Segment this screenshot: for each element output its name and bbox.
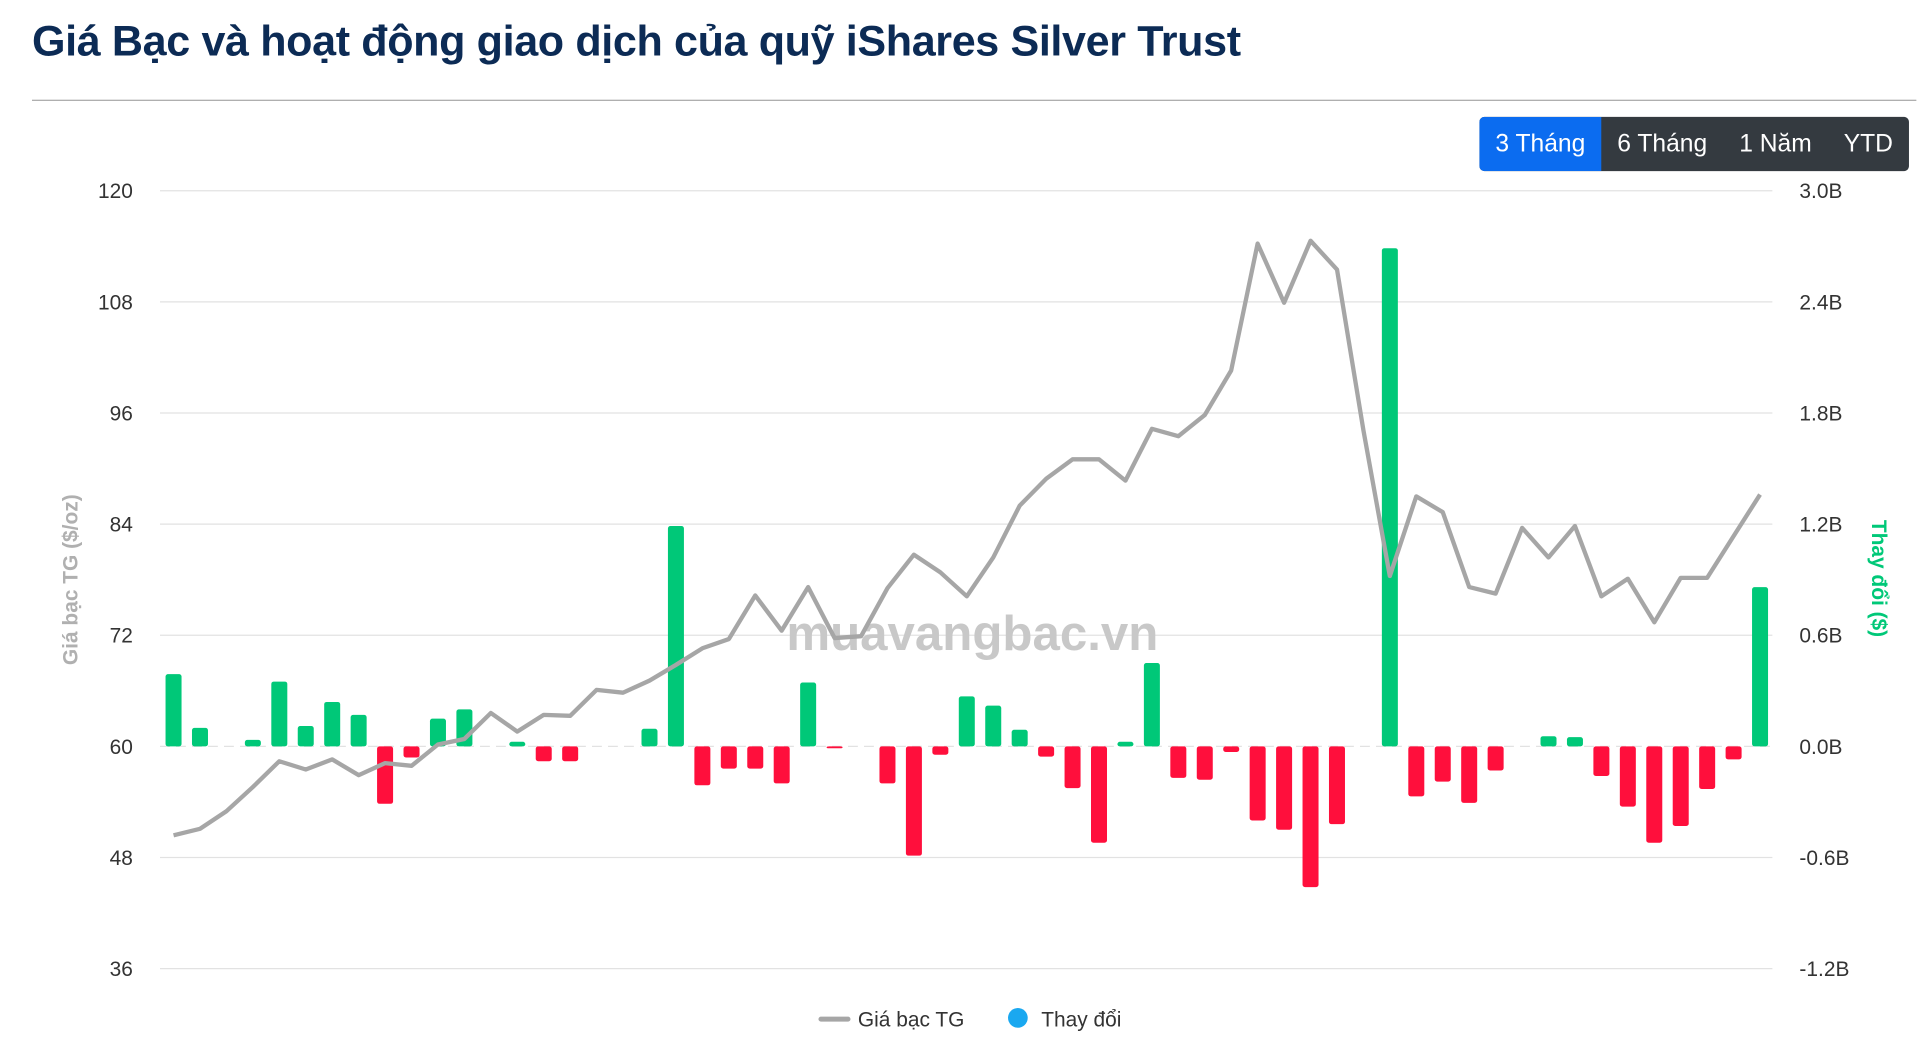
range-6-months-button[interactable]: 6 Tháng xyxy=(1617,130,1708,158)
right-tick-label: 2.4B xyxy=(1799,291,1842,314)
change-bar[interactable] xyxy=(1646,746,1663,843)
right-tick-label: -0.6B xyxy=(1799,847,1849,870)
right-tick-label: 1.2B xyxy=(1799,514,1842,537)
change-bar[interactable] xyxy=(297,726,314,747)
change-bar[interactable] xyxy=(1249,746,1266,821)
legend-label-change: Thay đổi xyxy=(1041,1008,1121,1031)
right-tick-label: 3.0B xyxy=(1799,180,1842,203)
change-bar[interactable] xyxy=(1091,746,1108,843)
change-bar[interactable] xyxy=(1223,746,1240,752)
change-bar[interactable] xyxy=(165,674,182,747)
change-bar[interactable] xyxy=(324,701,341,747)
change-bar[interactable] xyxy=(1434,746,1451,782)
change-bar[interactable] xyxy=(1196,746,1213,780)
change-bar[interactable] xyxy=(1381,248,1398,747)
change-bar[interactable] xyxy=(641,728,658,747)
change-bar[interactable] xyxy=(1276,746,1293,830)
change-bar[interactable] xyxy=(1011,729,1028,747)
change-bar[interactable] xyxy=(509,741,526,747)
left-tick-label: 72 xyxy=(110,625,133,648)
right-tick-label: 1.8B xyxy=(1799,402,1842,425)
change-bar[interactable] xyxy=(694,746,711,786)
change-bar[interactable] xyxy=(1038,746,1055,757)
change-bar[interactable] xyxy=(1487,746,1504,771)
change-bar[interactable] xyxy=(1064,746,1081,789)
left-axis-title: Giá bạc TG ($/oz) xyxy=(60,494,83,665)
change-bar[interactable] xyxy=(1593,746,1610,777)
divider xyxy=(32,99,1917,101)
price-line[interactable] xyxy=(173,238,1762,838)
change-bar[interactable] xyxy=(377,746,394,804)
left-tick-label: 60 xyxy=(110,736,133,759)
page-title: Giá Bạc và hoạt động giao dịch của quỹ i… xyxy=(32,17,1241,66)
change-bar[interactable] xyxy=(1408,746,1425,797)
legend-item-change[interactable]: Thay đổi xyxy=(1008,1008,1121,1031)
change-bar[interactable] xyxy=(350,714,367,747)
change-bar[interactable] xyxy=(747,746,764,769)
left-tick-label: 108 xyxy=(98,291,133,314)
change-bar[interactable] xyxy=(1170,746,1187,778)
change-bar[interactable] xyxy=(667,525,684,747)
change-bar[interactable] xyxy=(429,718,446,747)
change-bar[interactable] xyxy=(1143,663,1160,747)
range-1-year-button[interactable]: 1 Năm xyxy=(1739,130,1812,158)
range-3-months-button[interactable]: 3 Tháng xyxy=(1479,116,1602,172)
change-bar[interactable] xyxy=(1619,746,1636,807)
left-tick-label: 120 xyxy=(98,180,133,203)
change-bar[interactable] xyxy=(271,681,288,747)
change-bar[interactable] xyxy=(800,682,817,747)
legend-item-price[interactable]: Giá bạc TG xyxy=(818,1008,965,1031)
change-bar[interactable] xyxy=(879,746,896,784)
change-bar[interactable] xyxy=(932,746,949,755)
right-axis-title: Thay đổi ($) xyxy=(1867,520,1890,637)
change-bar[interactable] xyxy=(826,746,843,749)
change-bar[interactable] xyxy=(1566,737,1583,747)
range-ytd-button[interactable]: YTD xyxy=(1843,130,1893,158)
change-bar[interactable] xyxy=(1672,746,1689,827)
change-bar[interactable] xyxy=(1328,746,1345,825)
change-bar[interactable] xyxy=(958,696,975,747)
right-tick-label: 0.0B xyxy=(1799,736,1842,759)
change-bar[interactable] xyxy=(191,727,208,747)
change-bar[interactable] xyxy=(1699,746,1716,789)
legend: Giá bạc TG Thay đổi xyxy=(818,1008,1121,1031)
change-bar[interactable] xyxy=(1725,746,1742,760)
right-tick-label: 0.6B xyxy=(1799,625,1842,648)
change-bar[interactable] xyxy=(1461,746,1478,803)
change-bar[interactable] xyxy=(985,705,1002,747)
change-bar[interactable] xyxy=(773,746,790,784)
change-bar[interactable] xyxy=(1540,736,1557,747)
left-tick-label: 48 xyxy=(110,847,133,870)
change-bar[interactable] xyxy=(1302,746,1319,888)
left-tick-label: 96 xyxy=(110,402,133,425)
change-bar[interactable] xyxy=(403,746,420,758)
watermark: muavangbac.vn xyxy=(786,606,1158,661)
change-bar[interactable] xyxy=(562,746,579,762)
change-bar[interactable] xyxy=(905,746,922,856)
range-selector: 3 Tháng 6 Tháng 1 Năm YTD xyxy=(1479,116,1909,172)
left-tick-label: 84 xyxy=(110,514,134,537)
change-bar[interactable] xyxy=(1117,741,1134,747)
change-bar[interactable] xyxy=(244,739,261,747)
legend-label-price: Giá bạc TG xyxy=(858,1008,965,1031)
change-bar[interactable] xyxy=(535,746,552,762)
change-bar[interactable] xyxy=(720,746,737,769)
left-tick-label: 36 xyxy=(110,958,133,981)
legend-dot-icon xyxy=(1008,1008,1028,1028)
right-tick-label: -1.2B xyxy=(1799,958,1849,981)
change-bar[interactable] xyxy=(1752,587,1769,747)
